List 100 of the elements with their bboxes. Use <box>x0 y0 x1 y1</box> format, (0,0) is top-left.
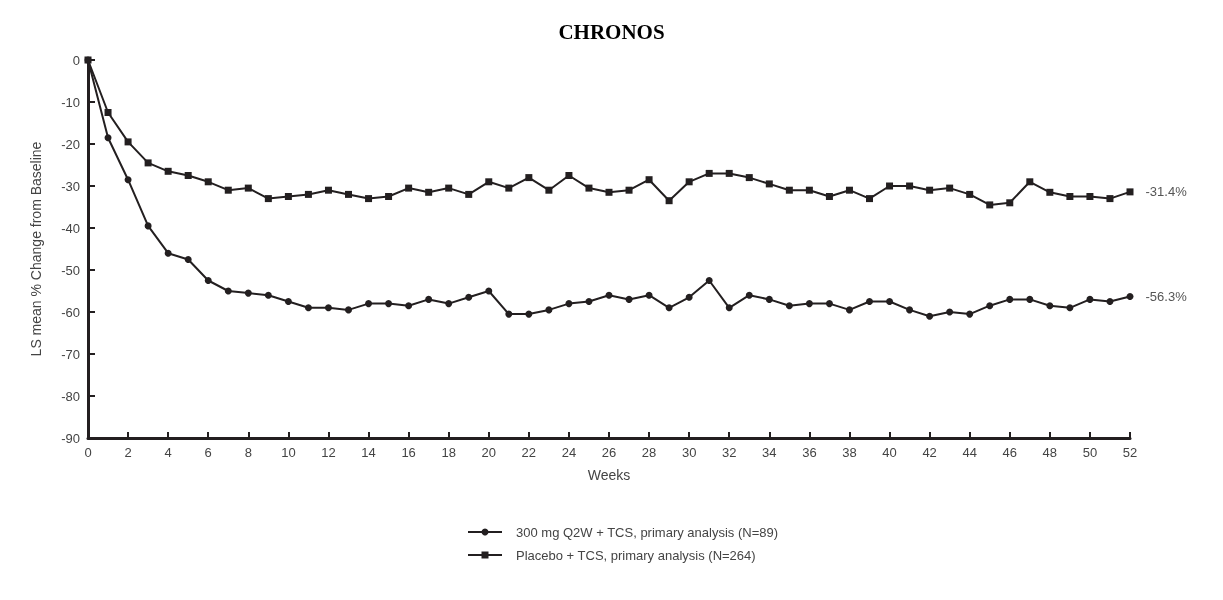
x-tick-label: 24 <box>561 445 577 460</box>
point <box>284 298 292 305</box>
legend-label: 300 mg Q2W + TCS, primary analysis (N=89) <box>516 524 779 540</box>
point <box>244 289 252 297</box>
point <box>585 184 593 192</box>
point <box>946 308 954 316</box>
point <box>906 306 914 314</box>
point <box>866 195 873 203</box>
point <box>805 186 813 194</box>
point <box>1046 302 1054 310</box>
y-tick-label: -10 <box>61 94 80 110</box>
point <box>324 304 332 312</box>
point <box>705 169 713 177</box>
x-tick-label: 2 <box>124 445 132 460</box>
x-tick-label: 38 <box>842 445 857 460</box>
x-tick-label: 12 <box>321 445 336 460</box>
point <box>184 172 192 179</box>
x-tick-label: 30 <box>681 445 697 460</box>
point <box>345 306 352 314</box>
point <box>745 174 753 182</box>
point <box>164 167 172 175</box>
point <box>365 300 373 308</box>
point <box>725 304 733 312</box>
point <box>124 138 132 146</box>
point <box>345 190 352 198</box>
chart-title: CHRONOS <box>558 19 665 44</box>
point <box>525 310 533 318</box>
point <box>1126 292 1134 300</box>
point <box>926 186 934 194</box>
x-tick-label: 42 <box>922 445 937 460</box>
legend-label: Placebo + TCS, primary analysis (N=264) <box>516 547 756 563</box>
point <box>124 176 132 184</box>
y-tick-label: 0 <box>72 52 80 68</box>
point <box>1066 304 1074 312</box>
x-tick-label: 32 <box>722 445 737 460</box>
point <box>725 169 733 177</box>
point <box>845 186 853 194</box>
point <box>425 188 433 196</box>
point <box>465 190 473 198</box>
x-tick-label: 50 <box>1082 445 1098 460</box>
y-tick-label: -60 <box>61 304 80 320</box>
point <box>385 300 393 308</box>
point <box>144 222 152 230</box>
point <box>926 312 934 320</box>
point <box>204 277 212 284</box>
point <box>104 134 112 142</box>
point <box>445 300 453 308</box>
point <box>264 195 272 203</box>
point <box>224 287 232 295</box>
point <box>244 184 252 192</box>
data-label: -56.3% <box>1145 288 1188 304</box>
point <box>1026 178 1034 186</box>
point <box>104 109 112 116</box>
point <box>304 304 312 312</box>
point <box>565 172 573 179</box>
point <box>184 256 192 263</box>
point <box>405 302 413 310</box>
point <box>204 178 212 186</box>
y-tick-label: -20 <box>61 136 80 152</box>
point <box>705 277 713 284</box>
point <box>304 190 312 198</box>
x-tick-label: 26 <box>601 445 617 460</box>
x-tick-label: 16 <box>401 445 416 460</box>
x-tick-label: 52 <box>1122 445 1138 460</box>
point <box>765 295 773 303</box>
point <box>545 186 553 194</box>
y-tick-label: -30 <box>61 178 80 194</box>
point <box>785 186 793 194</box>
point <box>986 201 994 209</box>
point <box>385 193 393 200</box>
point <box>1066 193 1074 200</box>
point <box>745 291 753 299</box>
point <box>906 182 914 190</box>
point <box>585 298 593 305</box>
point <box>665 304 673 312</box>
point <box>1046 188 1054 196</box>
point <box>1106 195 1114 203</box>
x-tick-label: 46 <box>1002 445 1017 460</box>
point <box>485 178 493 186</box>
x-tick-label: 4 <box>164 445 172 460</box>
x-tick-label: 0 <box>84 445 92 460</box>
x-tick-label: 18 <box>441 445 456 460</box>
point <box>144 159 152 167</box>
point <box>405 184 413 192</box>
point <box>1126 188 1134 196</box>
point <box>946 184 954 192</box>
x-tick-label: 20 <box>481 445 496 460</box>
x-tick-label: 48 <box>1042 445 1058 460</box>
y-tick-label: -90 <box>61 430 80 446</box>
point <box>625 186 633 194</box>
point <box>164 249 172 257</box>
x-tick-label: 40 <box>882 445 897 460</box>
x-axis-title: Weeks <box>587 467 631 483</box>
point <box>505 310 513 318</box>
x-tick-label: 6 <box>204 445 212 460</box>
point <box>1086 295 1094 303</box>
point <box>966 190 974 198</box>
point <box>365 195 373 203</box>
point <box>1006 199 1014 207</box>
point <box>1026 295 1034 303</box>
